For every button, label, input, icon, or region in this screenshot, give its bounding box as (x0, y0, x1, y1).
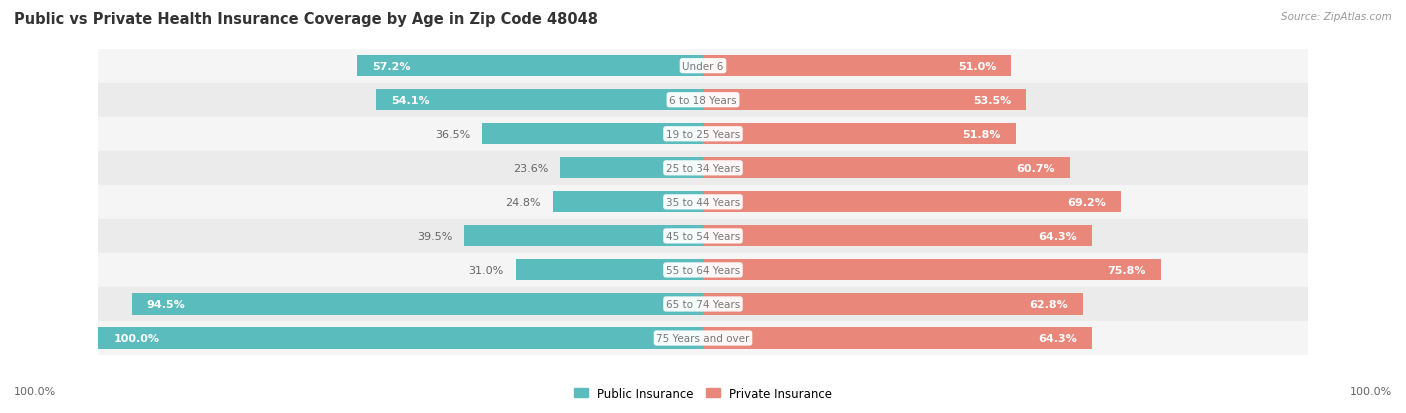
Bar (516, 260, 703, 281)
Bar (375, 90, 703, 111)
Text: 100.0%: 100.0% (114, 333, 159, 343)
Text: 51.8%: 51.8% (963, 129, 1001, 140)
Bar (98, 328, 703, 349)
Text: 55 to 64 Years: 55 to 64 Years (666, 265, 740, 275)
Text: 45 to 54 Years: 45 to 54 Years (666, 231, 740, 241)
Text: 57.2%: 57.2% (373, 62, 411, 71)
Bar (561, 158, 703, 179)
Bar (703, 294, 1083, 315)
Text: 35 to 44 Years: 35 to 44 Years (666, 197, 740, 207)
Text: 75 Years and over: 75 Years and over (657, 333, 749, 343)
Text: 75.8%: 75.8% (1108, 265, 1146, 275)
Bar (98, 50, 1308, 83)
Bar (98, 287, 1308, 321)
Legend: Public Insurance, Private Insurance: Public Insurance, Private Insurance (569, 382, 837, 404)
Text: 100.0%: 100.0% (1350, 387, 1392, 396)
Bar (703, 158, 1070, 179)
Bar (98, 117, 1308, 152)
Text: 24.8%: 24.8% (505, 197, 541, 207)
Text: Under 6: Under 6 (682, 62, 724, 71)
Text: 23.6%: 23.6% (513, 164, 548, 173)
Bar (98, 185, 1308, 219)
Text: 64.3%: 64.3% (1038, 333, 1077, 343)
Text: 31.0%: 31.0% (468, 265, 503, 275)
Bar (703, 260, 1161, 281)
Text: Public vs Private Health Insurance Coverage by Age in Zip Code 48048: Public vs Private Health Insurance Cover… (14, 12, 598, 27)
Bar (98, 83, 1308, 117)
Bar (98, 253, 1308, 287)
Text: 62.8%: 62.8% (1029, 299, 1067, 309)
Text: 54.1%: 54.1% (391, 95, 430, 105)
Bar (703, 90, 1026, 111)
Text: 94.5%: 94.5% (146, 299, 186, 309)
Text: 64.3%: 64.3% (1038, 231, 1077, 241)
Bar (703, 226, 1091, 247)
Bar (132, 294, 703, 315)
Text: 60.7%: 60.7% (1017, 164, 1054, 173)
Text: 53.5%: 53.5% (973, 95, 1011, 105)
Bar (703, 124, 1017, 145)
Text: 36.5%: 36.5% (434, 129, 470, 140)
Bar (357, 56, 703, 77)
Bar (703, 328, 1091, 349)
Bar (703, 192, 1122, 213)
Text: 25 to 34 Years: 25 to 34 Years (666, 164, 740, 173)
Text: 100.0%: 100.0% (14, 387, 56, 396)
Text: 39.5%: 39.5% (416, 231, 453, 241)
Bar (98, 321, 1308, 355)
Bar (703, 56, 1011, 77)
Bar (98, 219, 1308, 253)
Text: 51.0%: 51.0% (957, 62, 997, 71)
Text: 69.2%: 69.2% (1067, 197, 1107, 207)
Bar (482, 124, 703, 145)
Bar (98, 152, 1308, 185)
Text: 65 to 74 Years: 65 to 74 Years (666, 299, 740, 309)
Text: 6 to 18 Years: 6 to 18 Years (669, 95, 737, 105)
Text: 19 to 25 Years: 19 to 25 Years (666, 129, 740, 140)
Bar (464, 226, 703, 247)
Text: Source: ZipAtlas.com: Source: ZipAtlas.com (1281, 12, 1392, 22)
Bar (553, 192, 703, 213)
